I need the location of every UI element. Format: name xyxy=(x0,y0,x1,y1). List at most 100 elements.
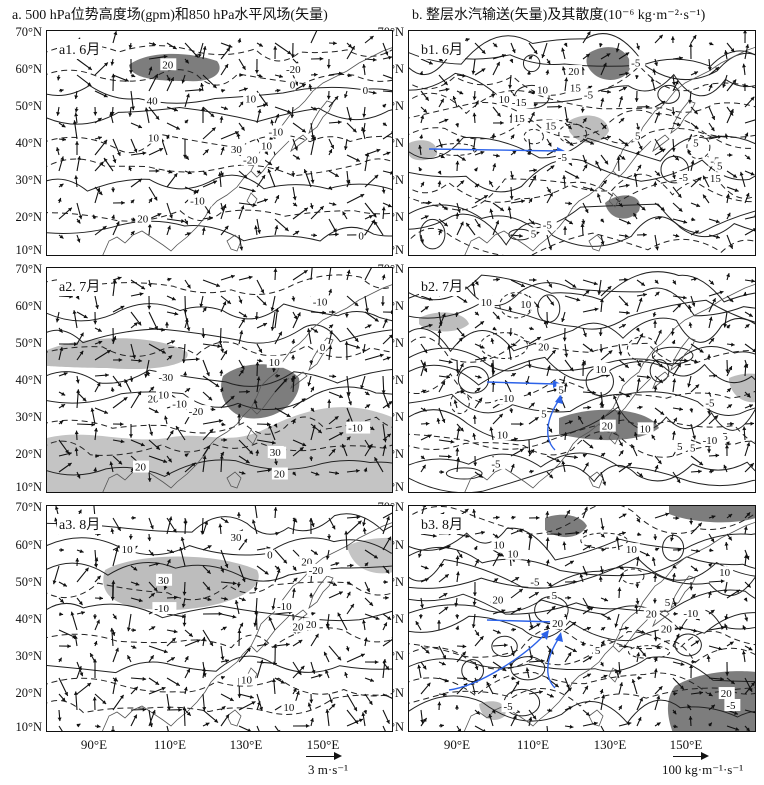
contour-value-label: 10 xyxy=(640,423,652,435)
contour-value-label: 20 xyxy=(646,609,658,621)
contour-value-label: 0 xyxy=(320,342,326,354)
contour-value-label: 20 xyxy=(137,213,149,225)
shaded-region xyxy=(103,556,259,610)
x-tick-label: 110°E xyxy=(516,737,550,752)
y-tick-label: 70°N xyxy=(15,25,42,39)
contour-value-label: -5 xyxy=(504,701,514,713)
contour-value-label: -5 xyxy=(584,89,594,101)
contour-value-label: -10 xyxy=(172,398,187,410)
contour-value-label: 5 xyxy=(693,137,699,149)
scale-label-b: 100 kg·m⁻¹·s⁻¹ xyxy=(662,762,744,777)
contour-lines xyxy=(409,271,755,492)
vector-arrows xyxy=(415,506,755,731)
shaded-region xyxy=(729,373,755,403)
contour-value-label: 5 xyxy=(717,161,723,173)
vector-arrows xyxy=(55,31,392,251)
contour-value-label: -20 xyxy=(243,154,258,166)
y-tick-label: 10°N xyxy=(15,480,42,494)
contour-value-label: 10 xyxy=(507,549,519,561)
contour-value-label: -5 xyxy=(631,57,641,69)
contour-value-label: 5 xyxy=(595,645,601,657)
contour-value-label: -10 xyxy=(268,126,283,138)
vector-arrows xyxy=(52,506,392,731)
contour-value-label: 10 xyxy=(269,357,281,369)
contour-value-label: 15 xyxy=(545,121,557,133)
y-tick-label: 30°N xyxy=(15,173,42,187)
contour-value-label: 20 xyxy=(148,393,160,405)
contour-value-label: 10 xyxy=(158,390,170,402)
x-tick-label: 130°E xyxy=(229,737,263,752)
island-outline xyxy=(588,471,604,489)
contour-value-label: 20 xyxy=(602,421,614,433)
contour-value-label: -10 xyxy=(683,608,698,620)
panel-a1: -20 40 30 20 -10 -10 -20 10 0 10 20 0 10 0 a1. 6月 xyxy=(46,30,393,256)
contour-value-label: 10 xyxy=(497,429,509,441)
contour-value-label: 10 xyxy=(481,297,493,309)
x-tick-label: 110°E xyxy=(153,737,187,752)
column-title-a: a. 500 hPa位势高度场(gpm)和850 hPa水平风场(矢量) xyxy=(12,8,328,23)
panel-label: a3. 8月 xyxy=(57,514,103,534)
x-tick-label: 150°E xyxy=(306,737,340,752)
contour-value-label: 10 xyxy=(719,567,731,579)
y-tick-label: 50°N xyxy=(15,99,42,113)
y-tick-label: 60°N xyxy=(15,538,42,552)
contour-value-label: 0 xyxy=(290,79,296,91)
contour-lines xyxy=(47,513,392,715)
contour-value-label: -20 xyxy=(286,64,301,76)
contour-value-label: -5 xyxy=(530,576,540,588)
y-tick-label: 30°N xyxy=(15,649,42,663)
contour-value-label: -10 xyxy=(277,601,292,613)
contour-value-label: 0 xyxy=(363,85,369,97)
contour-value-label: 20 xyxy=(552,618,564,630)
y-tick-label: 70°N xyxy=(15,500,42,514)
contour-value-label: 5 xyxy=(677,441,683,453)
panel-a3: 20 30 -20 30 20 -10 10 20 10 10 -10 0 a3. 8月 xyxy=(46,505,393,732)
contour-value-label: -20 xyxy=(309,565,324,577)
contour-value-label: 20 xyxy=(301,556,313,568)
contour-value-label: 5 xyxy=(531,229,537,241)
scale-vector-a xyxy=(306,752,342,760)
panel-b3: 10 10 -5 5 5 20 5 -5 10 20 -10 20 10 20 -5 20 b3. 8月 xyxy=(408,505,756,732)
coastline xyxy=(612,140,652,178)
contour-value-label: 30 xyxy=(231,144,243,156)
coastline xyxy=(250,615,290,653)
island-outline xyxy=(608,667,620,683)
contour-value-label: 5 xyxy=(552,590,558,602)
contour-lines xyxy=(409,506,755,724)
contour-value-label: 40 xyxy=(147,95,159,107)
contour-value-label: -5 xyxy=(726,700,736,712)
contour-value-label: 20 xyxy=(292,621,304,633)
contour-value-label: 10 xyxy=(283,702,295,714)
contour-value-label: 20 xyxy=(538,341,550,353)
island-outline xyxy=(652,371,670,390)
scale-vector-b xyxy=(673,752,709,760)
contour-value-label: 10 xyxy=(261,141,273,153)
coastline xyxy=(102,522,392,731)
contour-value-label: -5 xyxy=(679,172,689,184)
column-title-b: b. 整层水汽输送(矢量)及其散度(10⁻⁶ kg·m⁻²·s⁻¹) xyxy=(412,8,706,23)
island-outline xyxy=(226,709,242,727)
shaded-region xyxy=(47,338,188,370)
contour-value-label: 5 xyxy=(541,409,547,421)
y-tick-label: 60°N xyxy=(15,62,42,76)
contour-value-label: -10 xyxy=(154,603,169,615)
contour-value-label: -10 xyxy=(348,423,363,435)
shaded-region xyxy=(569,115,609,143)
y-tick-label: 10°N xyxy=(15,243,42,257)
contour-value-label: -10 xyxy=(703,435,718,447)
y-tick-label: 20°N xyxy=(15,447,42,461)
contour-value-label: 10 xyxy=(499,94,511,106)
vector-arrows xyxy=(418,31,755,251)
contour-value-label: 20 xyxy=(492,595,504,607)
shaded-region xyxy=(669,506,755,523)
y-tick-label: 50°N xyxy=(15,336,42,350)
